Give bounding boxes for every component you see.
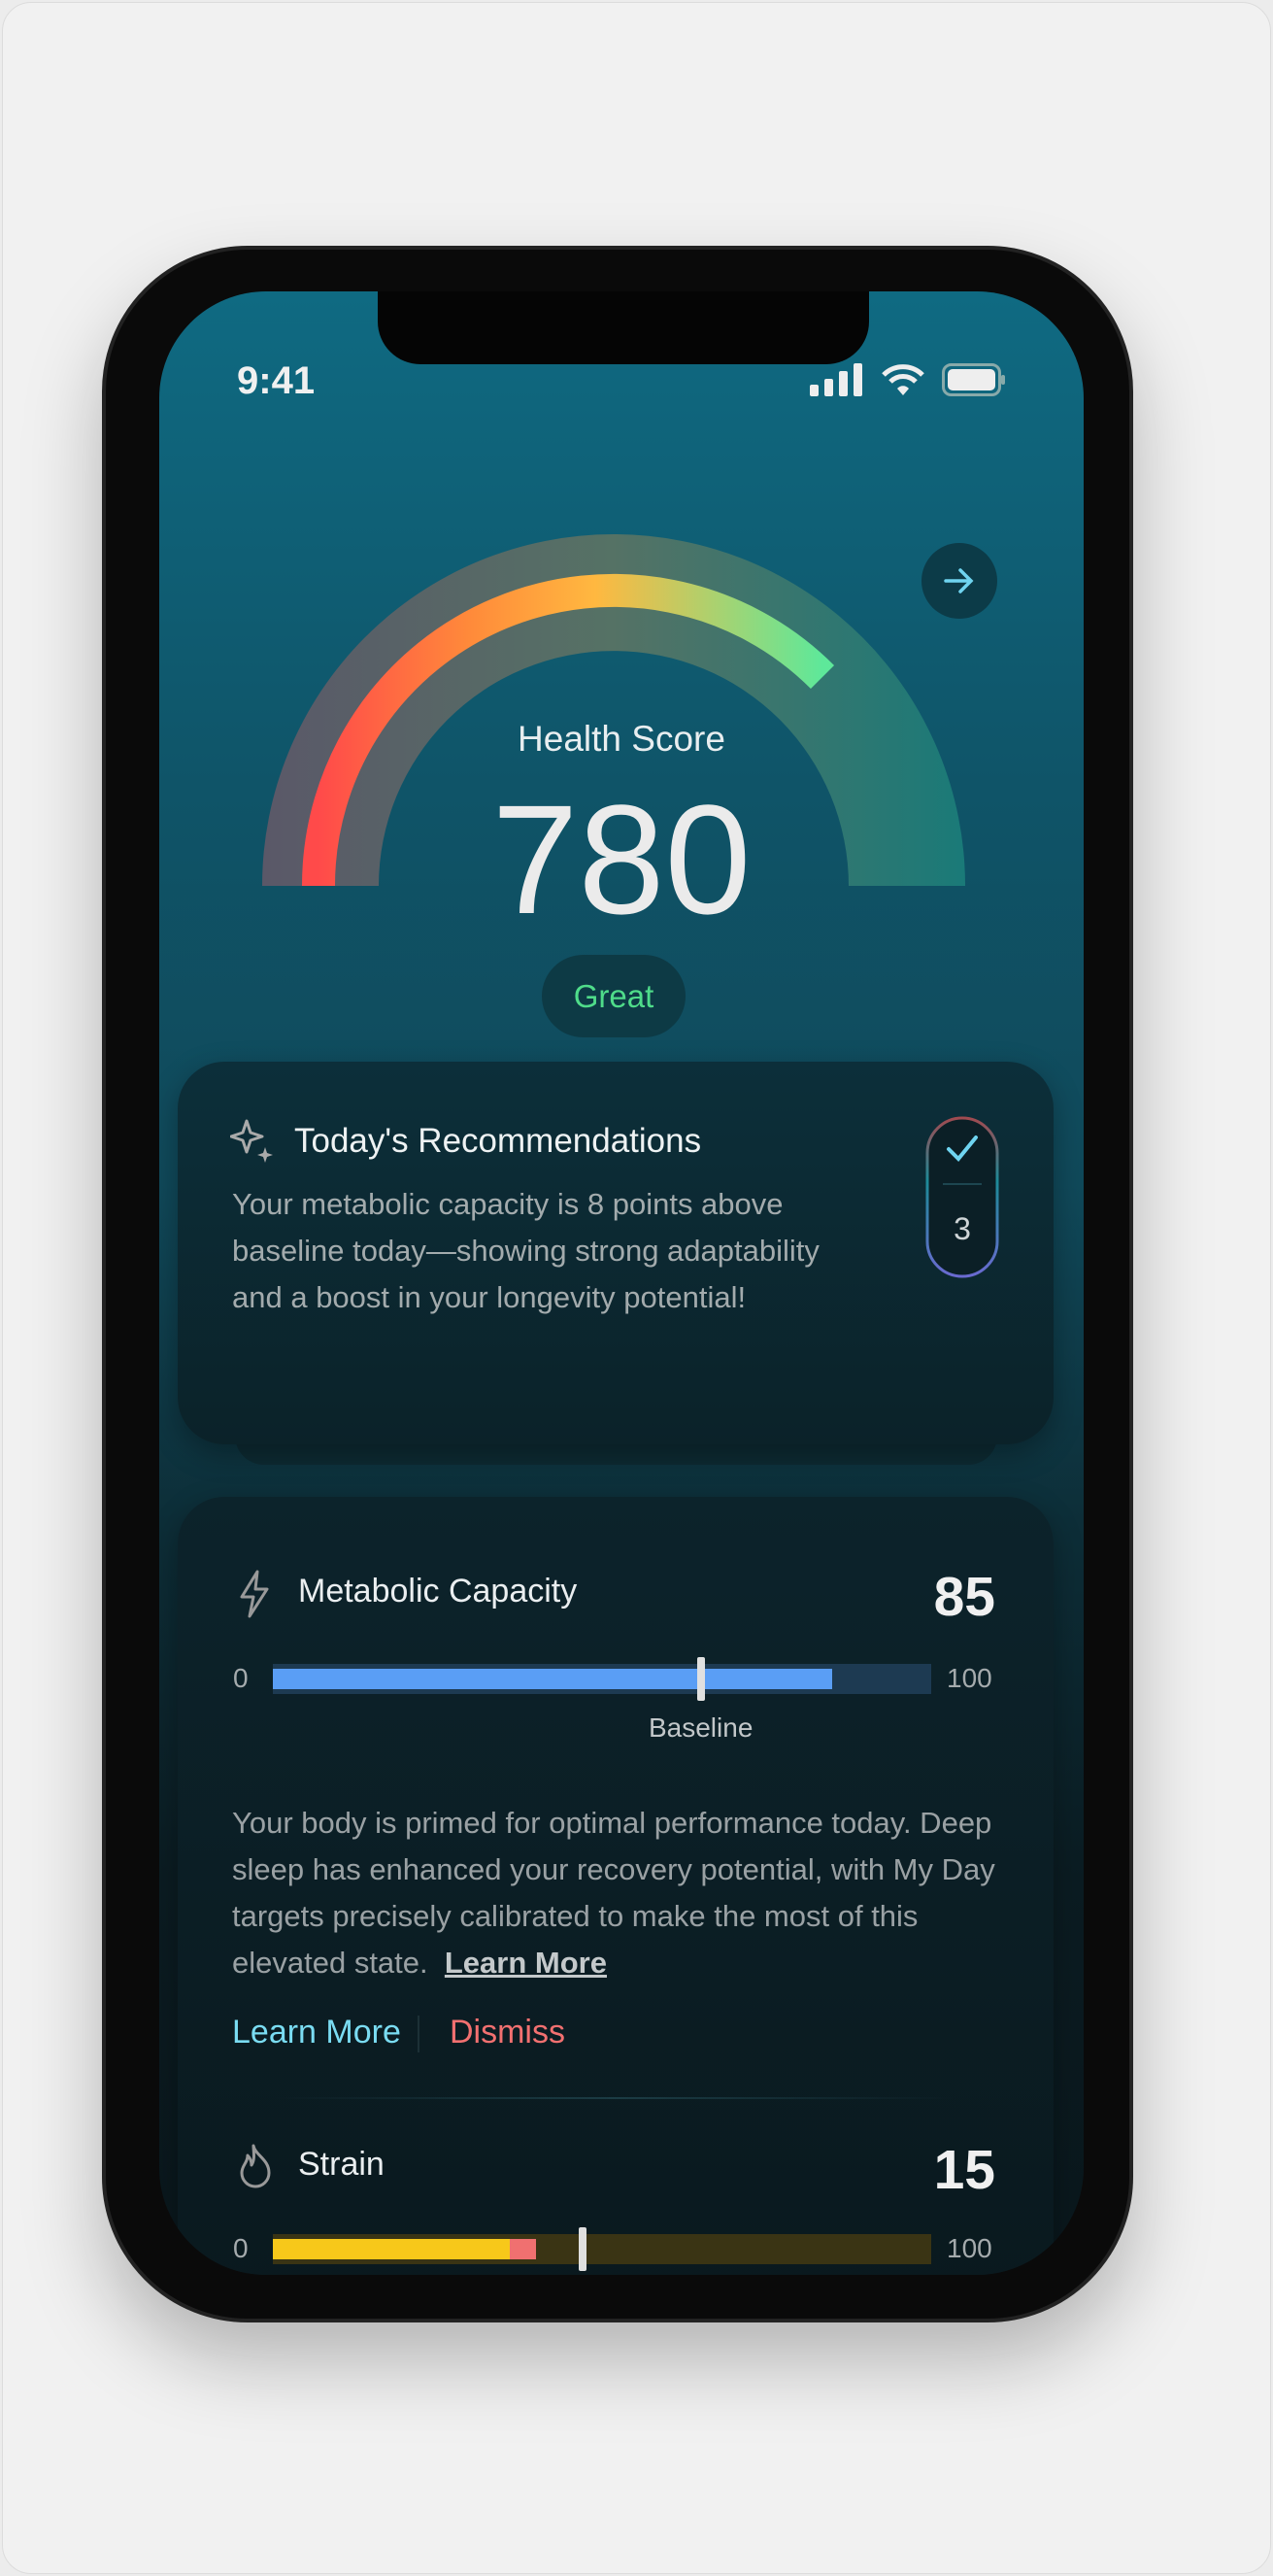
arrow-right-icon	[944, 568, 974, 593]
recommendations-body: Your metabolic capacity is 8 points abov…	[232, 1187, 820, 1314]
dismiss-button[interactable]: Dismiss	[450, 2014, 565, 2051]
signal-icon	[810, 363, 862, 396]
check-icon	[947, 1135, 978, 1162]
bar-max: 100	[947, 1663, 992, 1693]
inline-learn-more-link[interactable]: Learn More	[444, 1946, 607, 1980]
gauge-track	[262, 534, 965, 886]
status-icons	[810, 363, 1006, 396]
section-divider	[275, 2097, 955, 2099]
notch	[378, 291, 869, 364]
recommendations-title: Today's Recommendations	[294, 1122, 702, 1160]
health-score-label: Health Score	[518, 719, 725, 759]
learn-more-button[interactable]: Learn More	[232, 2014, 401, 2051]
strain-bar	[273, 2227, 931, 2271]
action-divider	[418, 2016, 419, 2052]
strain-value: 15	[933, 2139, 995, 2201]
battery-icon	[942, 363, 1005, 396]
status-time: 9:41	[237, 359, 316, 402]
metabolic-capacity-title: Metabolic Capacity	[298, 1573, 578, 1610]
gauge-fill-arc	[302, 573, 835, 887]
strain-marker[interactable]	[578, 2227, 586, 2271]
recommendations-count-toggle[interactable]: 3	[925, 1116, 999, 1278]
wifi-icon	[882, 364, 924, 395]
metabolic-capacity-value: 85	[933, 1566, 995, 1628]
lightning-icon	[240, 1570, 269, 1618]
score-status-badge: Great	[542, 955, 686, 1037]
flame-icon	[240, 2144, 271, 2188]
health-score-value: 780	[491, 772, 752, 946]
bar-max: 100	[947, 2233, 992, 2263]
next-button[interactable]	[921, 543, 997, 619]
bar-fill	[273, 2239, 511, 2259]
description-text: Your body is primed for optimal performa…	[232, 1806, 995, 1980]
strain-title: Strain	[298, 2146, 385, 2183]
phone-screen: 9:41 Health Score 780 Great Today's Reco…	[159, 291, 1084, 2275]
bar-fill	[273, 1669, 833, 1689]
metrics-card: Metabolic Capacity 85 0 100 Baseline You…	[178, 1497, 1054, 2275]
recommendations-count: 3	[954, 1211, 971, 1246]
bar-min: 0	[233, 2233, 249, 2263]
metabolic-description: Your body is primed for optimal performa…	[232, 1800, 1009, 1986]
sparkle-icon	[230, 1119, 273, 1163]
health-score-gauge	[262, 534, 965, 887]
bar-min: 0	[233, 1663, 249, 1693]
metabolic-capacity-bar	[273, 1657, 931, 1701]
baseline-marker[interactable]	[696, 1657, 705, 1701]
baseline-label: Baseline	[648, 1712, 754, 1743]
recommendations-card[interactable]: Today's Recommendations Your metabolic c…	[178, 1062, 1054, 1444]
